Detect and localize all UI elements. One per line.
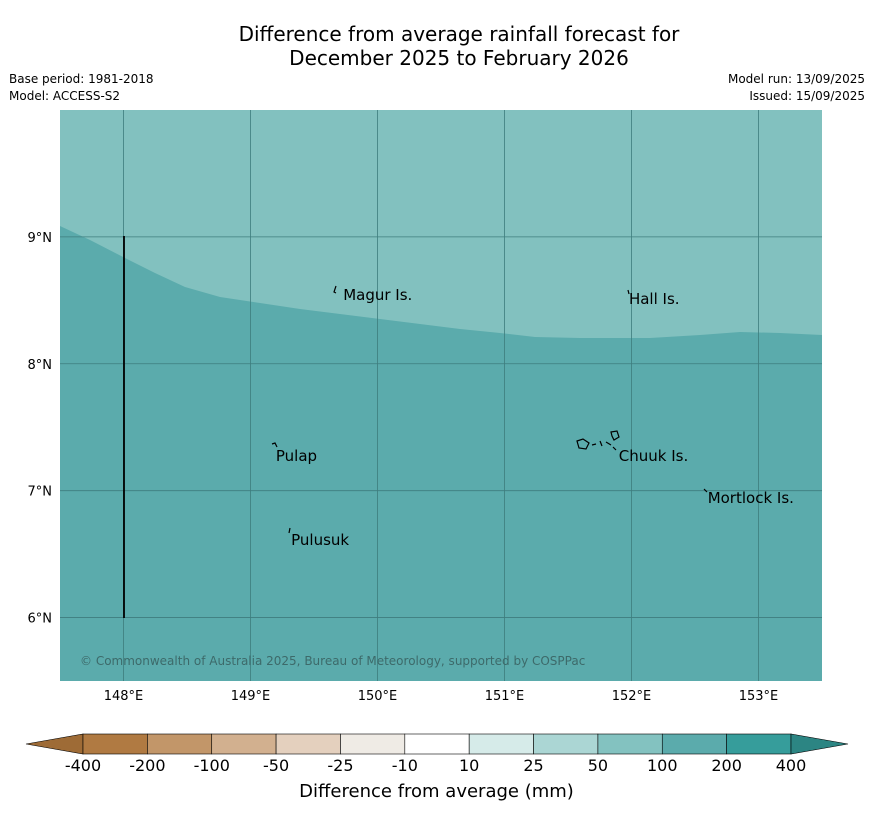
- colorbar-tick: -400: [64, 756, 102, 775]
- colorbar-segment: [275, 733, 341, 755]
- model-info: Base period: 1981-2018 Model: ACCESS-S2: [9, 71, 154, 105]
- colorbar-tick: 400: [775, 756, 807, 775]
- colorbar-segment: [468, 733, 534, 755]
- colorbar-tick: 25: [523, 756, 544, 775]
- colorbar-tick: -25: [327, 756, 354, 775]
- colorbar-segment: [147, 733, 213, 755]
- colorbar-tick: 200: [711, 756, 742, 775]
- colorbar-tick: 50: [587, 756, 609, 775]
- hall-island-shape: [627, 289, 630, 295]
- place-labels: Magur Is. Hall Is. Pulap Chuuk Is. Mortlock …: [276, 286, 794, 549]
- place-label: Pulusuk: [291, 531, 349, 549]
- colorbar-segment: [340, 733, 406, 755]
- lon-tick-label: 151°E: [485, 689, 525, 704]
- lon-tick-label: 148°E: [104, 689, 144, 704]
- issued-date: Issued: 15/09/2025: [749, 89, 865, 103]
- lon-tick-label: 153°E: [739, 689, 779, 704]
- place-label: Mortlock Is.: [708, 489, 794, 507]
- title-line-2: December 2025 to February 2026: [289, 46, 629, 70]
- lon-tick-label: 150°E: [358, 689, 398, 704]
- lon-tick-label: 149°E: [231, 689, 271, 704]
- colorbar: [25, 733, 849, 755]
- base-period: Base period: 1981-2018: [9, 72, 154, 86]
- colorbar-tick: -50: [263, 756, 290, 775]
- pulusuk-island-shape: [288, 527, 291, 534]
- colorbar-tick: -10: [391, 756, 418, 775]
- colorbar-tick: -200: [129, 756, 166, 775]
- colorbar-segment: [211, 733, 277, 755]
- model-name: Model: ACCESS-S2: [9, 89, 121, 103]
- model-run-date: Model run: 13/09/2025: [727, 72, 865, 86]
- lat-tick-label: 9°N: [28, 231, 53, 246]
- copyright-notice: © Commonwealth of Australia 2025, Bureau…: [80, 654, 585, 668]
- place-label: Pulap: [276, 447, 317, 465]
- place-label: Magur Is.: [343, 286, 412, 304]
- lat-tick-label: 7°N: [28, 485, 53, 500]
- run-info: Model run: 13/09/2025 Issued: 15/09/2025: [728, 71, 865, 105]
- axis-labels: 148°E 149°E 150°E 151°E 152°E 153°E 9°N 8°N 7°N 6…: [28, 231, 779, 704]
- place-label: Hall Is.: [629, 290, 680, 308]
- map-area: [60, 110, 822, 681]
- magur-island-shape: [333, 285, 337, 294]
- colorbar-segment: [533, 733, 599, 755]
- colorbar-segment: [404, 733, 470, 755]
- map-title: Difference from average rainfall forecas…: [0, 22, 873, 70]
- place-label: Chuuk Is.: [619, 447, 688, 465]
- lat-tick-label: 6°N: [28, 612, 53, 627]
- colorbar-tick: -100: [193, 756, 230, 775]
- lon-tick-label: 152°E: [612, 689, 652, 704]
- colorbar-tick-labels: -400 -200 -100 -50 -25 -10 10 25 50 100 200 400: [0, 756, 873, 778]
- colorbar-segment: [82, 733, 148, 755]
- colorbar-segment: [597, 733, 663, 755]
- colorbar-tick: 100: [646, 756, 678, 775]
- island-outlines: [271, 285, 708, 534]
- lat-tick-label: 8°N: [28, 358, 53, 373]
- chuuk-lagoon-shape: [576, 430, 620, 451]
- pulap-island-shape: [271, 442, 278, 448]
- colorbar-label: Difference from average (mm): [299, 781, 574, 802]
- colorbar-segment: [726, 733, 792, 755]
- colorbar-under-arrow: [25, 733, 84, 755]
- colorbar-over-arrow: [790, 733, 849, 755]
- colorbar-segment: [661, 733, 727, 755]
- mortlock-island-shape: [703, 488, 708, 493]
- colorbar-tick: 10: [458, 756, 480, 775]
- title-line-1: Difference from average rainfall forecas…: [238, 22, 680, 46]
